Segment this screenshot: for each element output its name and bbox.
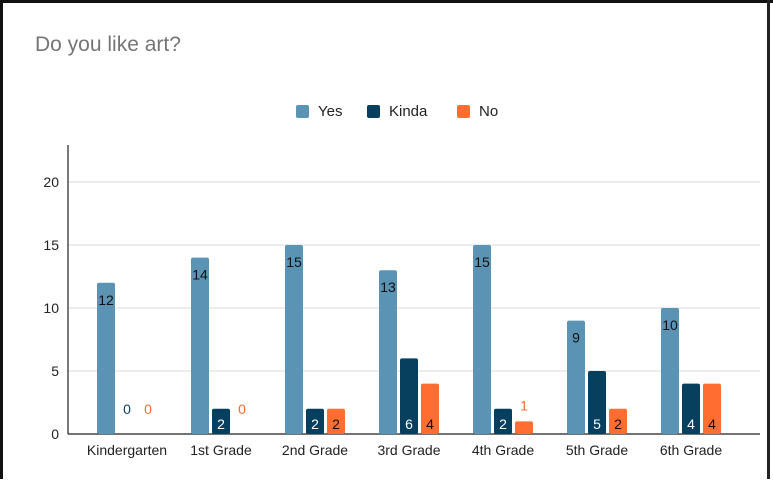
legend-label: No <box>479 102 499 120</box>
bar-no <box>421 383 439 434</box>
data-label: 9 <box>572 330 580 346</box>
bar-yes <box>285 245 303 434</box>
legend-label: Kinda <box>389 102 428 120</box>
data-label: 12 <box>98 292 114 308</box>
bar-kinda <box>588 371 606 434</box>
data-label: 4 <box>687 416 695 432</box>
legend-label: Yes <box>318 102 343 120</box>
legend: Yes Kinda No <box>3 101 773 121</box>
bar-kinda <box>400 358 418 434</box>
bar-no <box>327 408 345 434</box>
bar-kinda <box>212 408 230 434</box>
legend-swatch <box>457 104 470 118</box>
x-tick-label: 6th Grade <box>660 442 722 458</box>
x-tick-label: 1st Grade <box>190 442 252 458</box>
legend-item-kinda: Kinda <box>367 101 427 121</box>
data-label: 2 <box>217 416 225 432</box>
bar-kinda <box>306 408 324 434</box>
data-label: 6 <box>405 416 413 432</box>
data-label: 2 <box>332 416 340 432</box>
data-label: 15 <box>286 254 302 270</box>
bar-yes <box>191 257 209 434</box>
x-tick-label: Kindergarten <box>87 442 167 458</box>
y-tick-label: 20 <box>43 174 59 190</box>
data-label: 2 <box>311 416 319 432</box>
data-label: 1 <box>520 397 528 413</box>
frame-right-border <box>767 0 770 479</box>
bar-kinda <box>494 408 512 434</box>
y-tick-label: 0 <box>51 426 59 442</box>
bar-yes <box>567 320 585 434</box>
data-label: 14 <box>192 267 208 283</box>
bar-yes <box>661 308 679 434</box>
legend-swatch <box>367 104 380 118</box>
data-label: 2 <box>499 416 507 432</box>
y-tick-label: 10 <box>43 300 59 316</box>
bar-kinda <box>682 383 700 434</box>
bar-yes <box>97 282 115 434</box>
data-label: 2 <box>614 416 622 432</box>
data-label: 4 <box>426 416 434 432</box>
y-tick-label: 15 <box>43 237 59 253</box>
data-label: 4 <box>708 416 716 432</box>
x-tick-label: 5th Grade <box>566 442 628 458</box>
data-label: 10 <box>662 317 678 333</box>
y-tick-label: 5 <box>51 363 59 379</box>
bar-yes <box>473 245 491 434</box>
bar-no <box>703 383 721 434</box>
chart-title: Do you like art? <box>35 33 181 56</box>
data-label: 0 <box>238 401 246 417</box>
legend-item-yes: Yes <box>296 101 342 121</box>
legend-item-no: No <box>457 101 498 121</box>
data-label: 0 <box>123 401 131 417</box>
data-label: 15 <box>474 254 490 270</box>
data-label: 13 <box>380 279 396 295</box>
bar-no <box>515 421 533 434</box>
data-label: 5 <box>593 416 601 432</box>
bar-no <box>609 408 627 434</box>
x-tick-label: 2nd Grade <box>282 442 348 458</box>
bar-yes <box>379 270 397 434</box>
x-tick-label: 3rd Grade <box>377 442 440 458</box>
legend-swatch <box>296 104 309 118</box>
x-tick-label: 4th Grade <box>472 442 534 458</box>
data-label: 0 <box>144 401 152 417</box>
